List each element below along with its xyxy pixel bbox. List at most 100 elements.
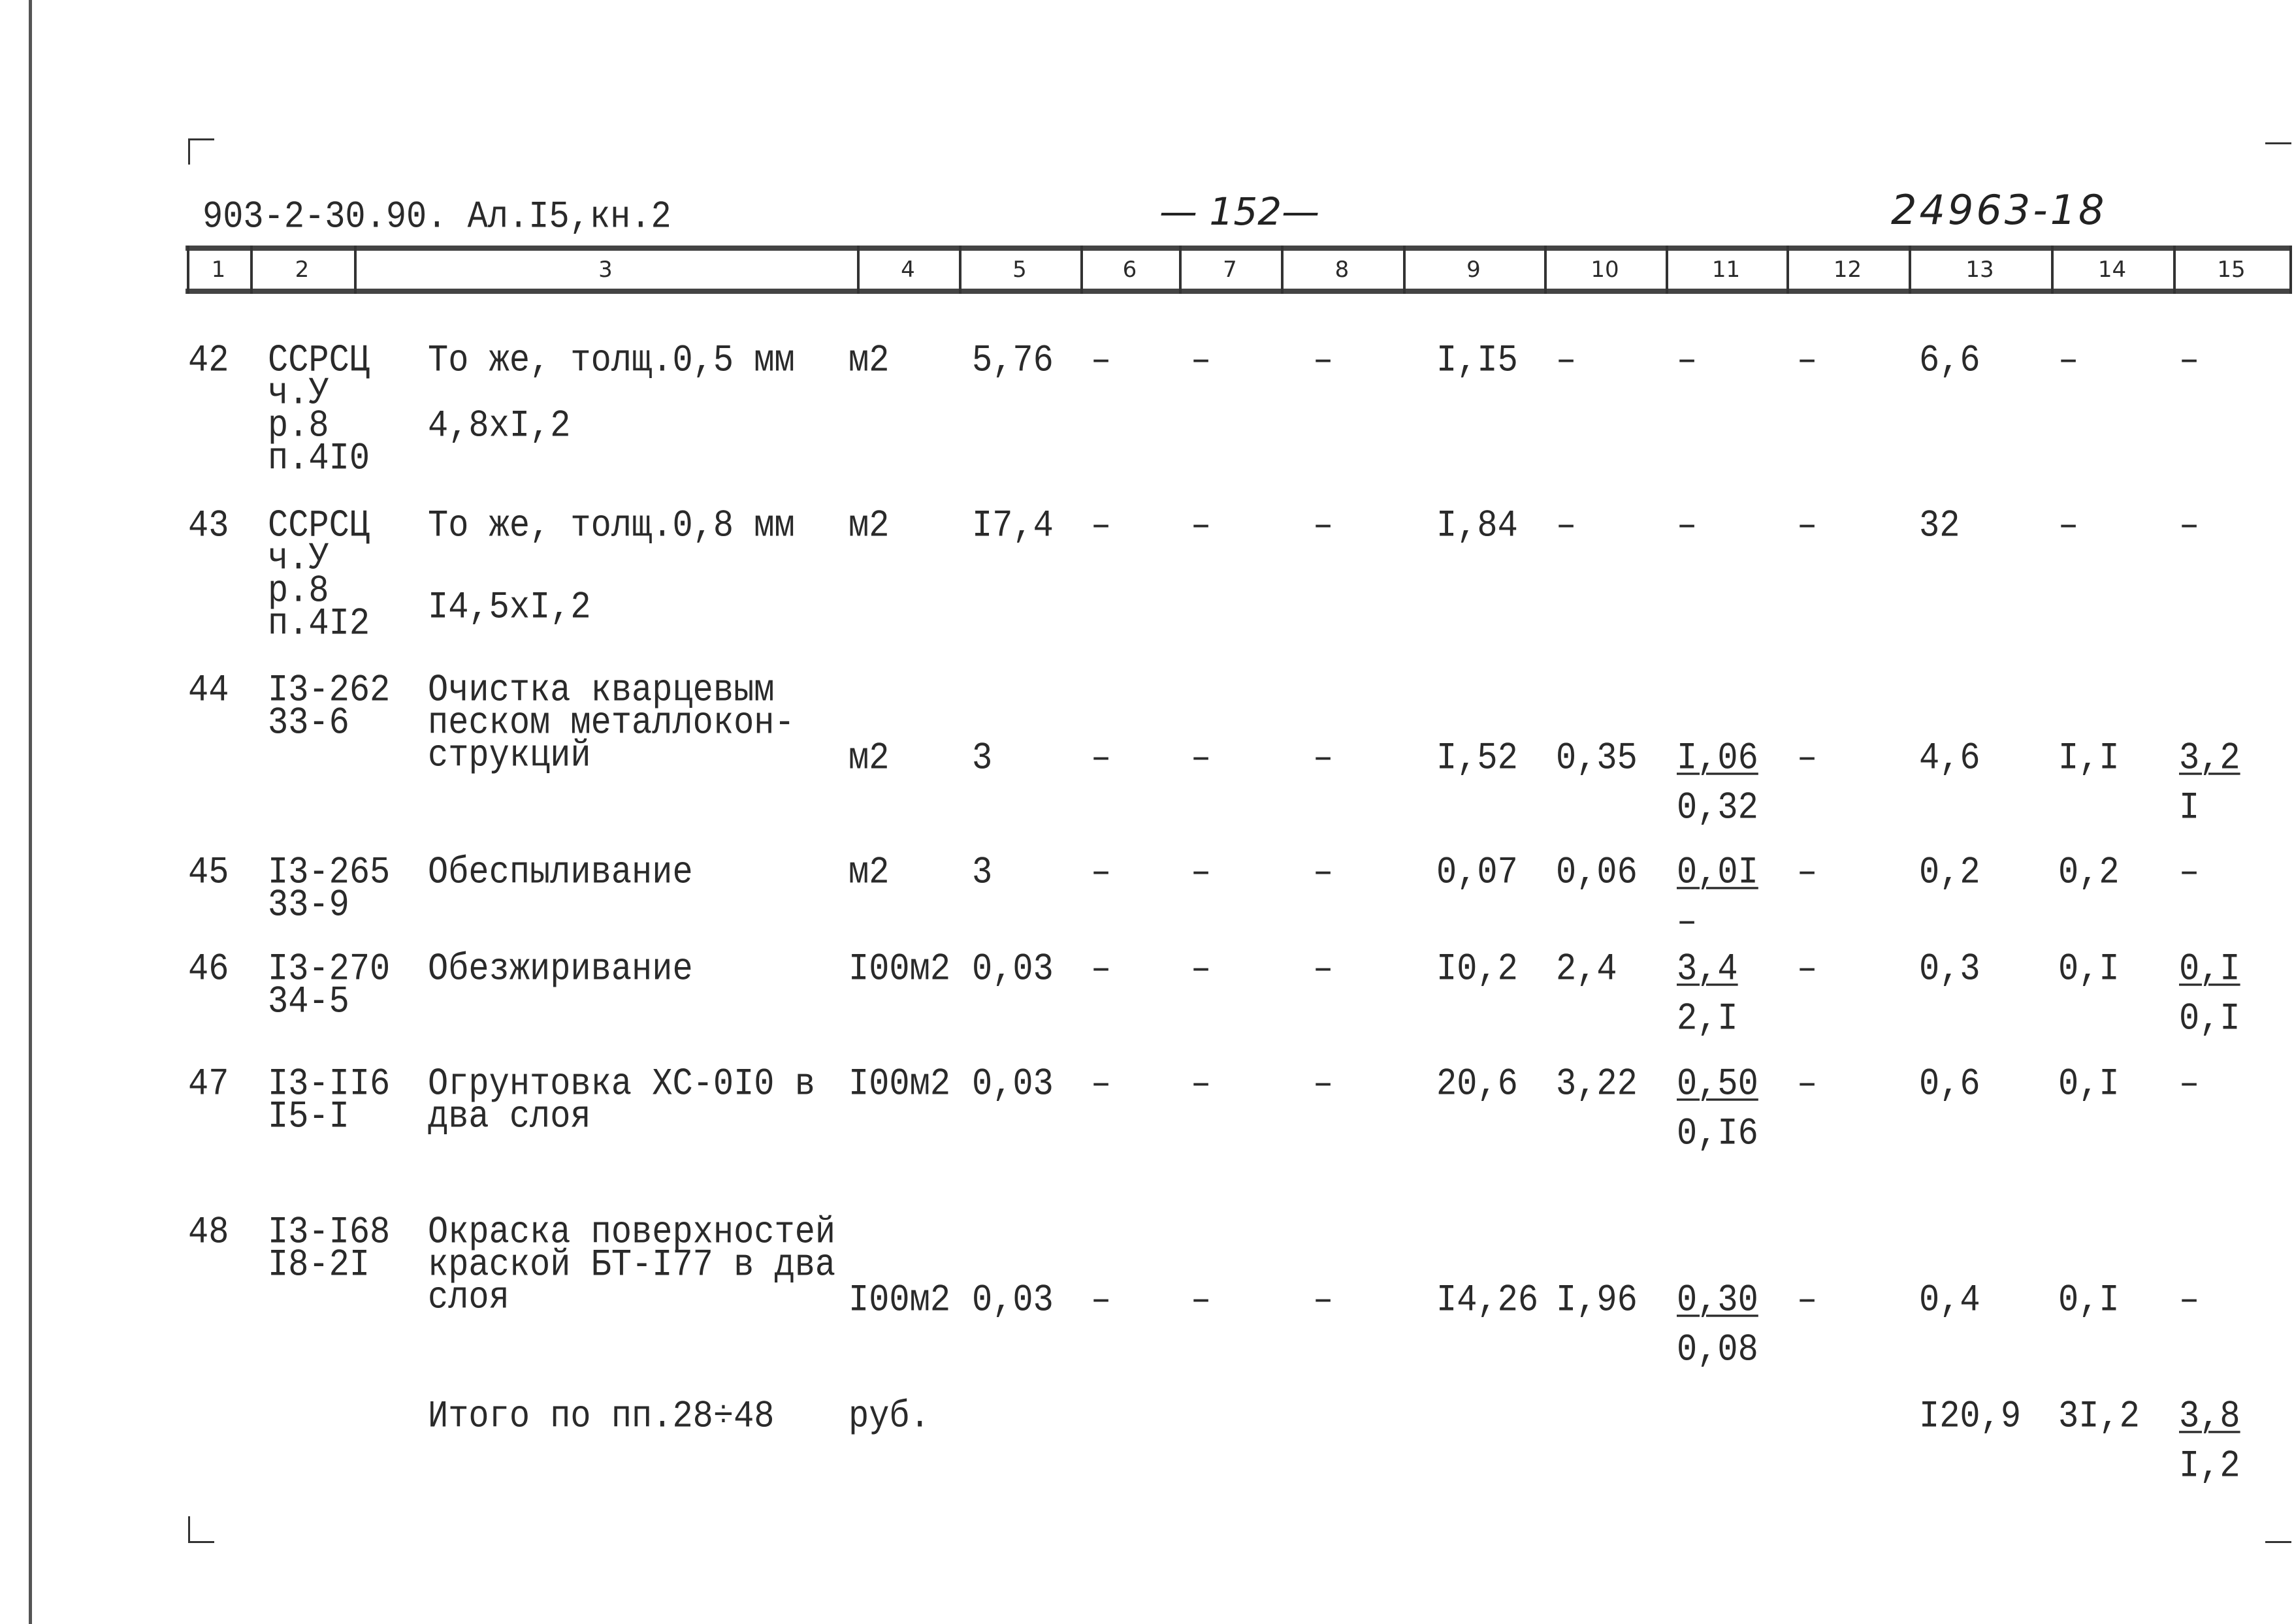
fraction-top: 0,50 [1677, 1062, 1758, 1106]
norm-code: р.8 [268, 569, 329, 613]
cell-value: 0,I [2058, 1062, 2120, 1106]
header-column-number: 4 [901, 257, 915, 283]
cell-value: – [2179, 1062, 2200, 1106]
cell-value: 0,2 [2058, 851, 2120, 895]
cell-value: – [1191, 947, 1212, 991]
header-column-number: 5 [1012, 257, 1027, 283]
fraction-top: 0,30 [1677, 1279, 1758, 1322]
cell-value: 4,6 [1919, 737, 1980, 780]
row-number: 43 [188, 504, 229, 548]
header-column-divider [1909, 246, 1911, 294]
cell-value: I,I5 [1436, 339, 1518, 383]
fraction-top: 0,0I [1677, 851, 1758, 895]
cell-value: – [1797, 504, 1818, 548]
work-description: Очистка кварцевым [428, 669, 775, 712]
work-description: струкций [428, 734, 591, 778]
cell-value: 0,6 [1919, 1062, 1980, 1106]
edge-mark-top [2265, 142, 2291, 144]
fraction-bottom: 2,I [1677, 997, 1738, 1041]
row-number: 42 [188, 339, 229, 383]
total-col13: I20,9 [1919, 1395, 2022, 1439]
header-column-divider [857, 246, 860, 294]
dimensions: 4,8xI,2 [428, 404, 571, 448]
cell-value: – [1091, 851, 1112, 895]
cell-value: 6,6 [1919, 339, 1980, 383]
norm-code: I8-2I [268, 1243, 370, 1287]
header-column-divider [1786, 246, 1789, 294]
cell-value: 0,03 [972, 947, 1054, 991]
cell-value: – [1797, 339, 1818, 383]
document-number: 24963-18 [1891, 186, 2107, 234]
cell-value: – [2058, 504, 2079, 548]
fraction-bottom: I,2 [2179, 1444, 2240, 1488]
header-column-divider [1544, 246, 1547, 294]
header-column-number: 3 [598, 257, 613, 283]
work-description: слоя [428, 1276, 509, 1320]
corner-mark-bottom [188, 1516, 190, 1542]
corner-mark-top [188, 138, 190, 165]
cell-value: – [1556, 339, 1577, 383]
header-column-divider [1080, 246, 1083, 294]
row-number: 46 [188, 947, 229, 991]
fraction-bottom: 0,I6 [1677, 1112, 1758, 1156]
cell-value: – [2179, 851, 2200, 895]
cell-value: I0,2 [1436, 947, 1518, 991]
header-column-number: 10 [1591, 257, 1619, 283]
cell-value: I4,26 [1436, 1279, 1539, 1322]
page-number: — 152— [1159, 189, 1320, 234]
unit: м2 [848, 851, 890, 895]
header-bottom-border [186, 289, 2291, 294]
cell-value: I7,4 [972, 504, 1054, 548]
cell-value: 2,4 [1556, 947, 1617, 991]
header-column-divider [2051, 246, 2054, 294]
header-column-divider [354, 246, 357, 294]
document-code: 903-2-30.90. Ал.I5,кн.2 [202, 195, 671, 239]
cell-value: – [1191, 1062, 1212, 1106]
header-column-number: 8 [1334, 257, 1349, 283]
cell-value: – [2179, 504, 2200, 548]
cell-value: I,84 [1436, 504, 1518, 548]
norm-code: 34-5 [268, 980, 349, 1024]
cell-value: 0,I [2058, 947, 2120, 991]
norm-code: ССРСЦ [268, 504, 370, 548]
cell-value: I,I [2058, 737, 2120, 780]
dimensions: I4,5xI,2 [428, 586, 591, 629]
cell-value: – [1797, 851, 1818, 895]
work-description: То же, толщ.0,8 мм [428, 504, 795, 548]
cell-value: 0,35 [1556, 737, 1638, 780]
cell-value: 32 [1919, 504, 1960, 548]
cell-value: – [1797, 737, 1818, 780]
cell-value: 3 [972, 851, 993, 895]
cell-value: – [1191, 339, 1212, 383]
left-binding-line [29, 0, 32, 1624]
work-description: То же, толщ.0,5 мм [428, 339, 795, 383]
unit: I00м2 [848, 1279, 951, 1322]
total-label: Итого по пп.28÷48 [428, 1395, 775, 1439]
corner-mark-bottom-h [188, 1541, 214, 1543]
fraction-bottom: 0,I [2179, 997, 2240, 1041]
cell-value: 0,07 [1436, 851, 1518, 895]
cell-value: – [1677, 504, 1698, 548]
cell-value: I,52 [1436, 737, 1518, 780]
header-top-border [186, 246, 2291, 251]
edge-mark-bottom [2265, 1541, 2291, 1543]
cell-value: 0,4 [1919, 1279, 1980, 1322]
unit: I00м2 [848, 947, 951, 991]
fraction-top: 3,2 [2179, 737, 2240, 780]
cell-value: 0,I [2058, 1279, 2120, 1322]
norm-code: 33-9 [268, 884, 349, 927]
corner-mark-top-h [188, 138, 214, 140]
row-number: 45 [188, 851, 229, 895]
unit: м2 [848, 504, 890, 548]
norm-code: I3-II6 [268, 1062, 391, 1106]
work-description: Окраска поверхностей [428, 1211, 836, 1254]
cell-value: 5,76 [972, 339, 1054, 383]
norm-code: ч.У [268, 537, 329, 581]
cell-value: – [1313, 851, 1334, 895]
norm-code: I5-I [268, 1095, 349, 1139]
header-column-number: 9 [1466, 257, 1481, 283]
norm-code: I3-265 [268, 851, 391, 895]
work-description: Обеспыливание [428, 851, 693, 895]
fraction-top: I,06 [1677, 737, 1758, 780]
work-description: Обезжиривание [428, 947, 693, 991]
